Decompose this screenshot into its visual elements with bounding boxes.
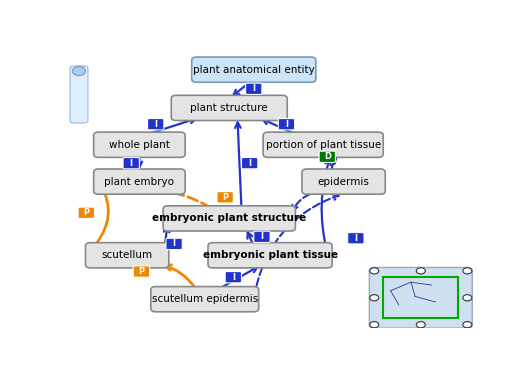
Text: I: I [354,234,357,243]
FancyBboxPatch shape [348,233,364,244]
FancyBboxPatch shape [94,132,185,158]
Text: I: I [154,120,157,129]
Circle shape [416,268,425,274]
Text: embryonic plant structure: embryonic plant structure [152,213,306,223]
Circle shape [416,322,425,328]
FancyBboxPatch shape [133,266,150,277]
FancyBboxPatch shape [163,206,296,231]
Text: I: I [173,240,175,248]
Text: I: I [252,84,255,93]
FancyBboxPatch shape [225,272,241,283]
Text: plant structure: plant structure [190,103,268,113]
Circle shape [463,268,472,274]
FancyBboxPatch shape [148,118,164,130]
FancyBboxPatch shape [278,118,295,130]
FancyBboxPatch shape [70,66,88,123]
FancyBboxPatch shape [192,57,316,82]
Text: P: P [222,193,228,202]
Circle shape [463,295,472,301]
Text: P: P [139,267,144,276]
Text: P: P [83,208,90,217]
FancyBboxPatch shape [85,243,169,268]
FancyBboxPatch shape [94,169,185,194]
Text: whole plant: whole plant [109,140,170,150]
FancyBboxPatch shape [151,287,259,312]
Text: I: I [285,120,288,129]
FancyBboxPatch shape [319,151,336,162]
Text: plant anatomical entity: plant anatomical entity [193,65,315,75]
FancyBboxPatch shape [263,132,383,158]
Circle shape [370,295,379,301]
Text: scutellum epidermis: scutellum epidermis [152,294,258,304]
Text: I: I [248,159,251,168]
Text: I: I [260,232,264,241]
FancyBboxPatch shape [254,231,270,243]
Text: plant embryo: plant embryo [104,177,174,187]
FancyBboxPatch shape [217,192,233,203]
FancyBboxPatch shape [246,83,262,95]
Text: I: I [232,273,235,282]
Circle shape [72,67,85,75]
FancyBboxPatch shape [78,207,94,219]
Circle shape [463,322,472,328]
Text: scutellum: scutellum [102,250,153,260]
Circle shape [370,322,379,328]
Text: embryonic plant tissue: embryonic plant tissue [202,250,338,260]
Text: I: I [130,159,133,168]
Bar [383,277,458,318]
FancyBboxPatch shape [123,158,139,169]
FancyBboxPatch shape [302,169,385,194]
Text: portion of plant tissue: portion of plant tissue [266,140,381,150]
FancyBboxPatch shape [241,158,258,169]
Text: D: D [324,152,331,161]
FancyBboxPatch shape [166,238,182,250]
Text: epidermis: epidermis [318,177,369,187]
FancyBboxPatch shape [369,268,472,328]
Circle shape [370,268,379,274]
FancyBboxPatch shape [208,243,332,268]
FancyBboxPatch shape [171,95,287,121]
